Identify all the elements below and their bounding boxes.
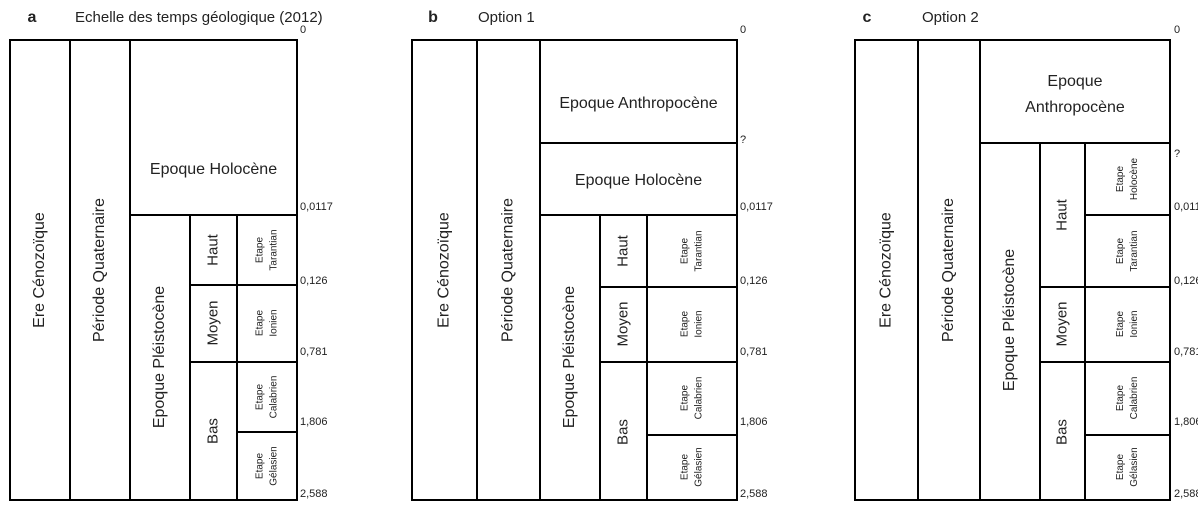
age-label: 1,806 xyxy=(300,416,328,428)
panel-title: Option 2 xyxy=(922,9,979,26)
cell-label: Etape xyxy=(255,383,266,410)
cell-label: Holocène xyxy=(1129,157,1140,200)
age-label: 0,0117 xyxy=(740,201,773,213)
cell-label: Calabrien xyxy=(1129,377,1140,420)
age-label: 0,126 xyxy=(740,275,768,287)
cell-label: Etape xyxy=(255,309,266,336)
cell-label: Anthropocène xyxy=(1025,99,1125,116)
frame xyxy=(854,39,1171,501)
panel-title: Option 1 xyxy=(478,9,535,26)
age-label: 1,806 xyxy=(1174,416,1198,428)
cell-label: Bas xyxy=(614,419,631,445)
cell-label: Tarantian xyxy=(694,230,705,271)
age-label: 1,806 xyxy=(740,416,768,428)
cell-label: Haut xyxy=(204,233,221,266)
cell-label: Etape xyxy=(680,453,691,480)
age-label: 0 xyxy=(300,24,306,36)
cell-label: Etape xyxy=(1115,310,1126,337)
cell-label: Etape xyxy=(255,452,266,479)
cell-label: Moyen xyxy=(204,300,221,345)
cell-label: Etape xyxy=(1115,453,1126,480)
age-label: 0,781 xyxy=(1174,346,1198,358)
cell-label: Epoque Pléistocène xyxy=(1001,249,1018,391)
age-label: 0 xyxy=(740,24,746,36)
cell-label: Période Quaternaire xyxy=(500,198,517,342)
cell-label: Epoque Holocène xyxy=(150,161,277,178)
panel-letter: a xyxy=(28,9,37,26)
cell-label: Moyen xyxy=(614,301,631,346)
cell-label: Etape xyxy=(680,384,691,411)
cell-label: Epoque Anthropocène xyxy=(559,95,717,112)
age-label: ? xyxy=(740,134,746,146)
cell-label: Epoque Pléistocène xyxy=(561,286,578,428)
frame xyxy=(411,39,738,501)
cell-label: Gélasien xyxy=(694,447,705,486)
age-label: 0,126 xyxy=(300,275,328,287)
cell-label: Epoque Holocène xyxy=(575,172,702,189)
age-label: ? xyxy=(1174,148,1180,160)
cell-label: Haut xyxy=(614,234,631,267)
age-label: 0,781 xyxy=(740,346,768,358)
age-label: 2,588 xyxy=(740,488,768,500)
cell-label: Etape xyxy=(680,310,691,337)
age-label: 0,0117 xyxy=(300,201,333,213)
cell-label: Ere Cénozoïque xyxy=(31,212,48,328)
cell-label: Période Quaternaire xyxy=(940,198,957,342)
cell-label: Tarantian xyxy=(269,229,280,270)
age-label: 0 xyxy=(1174,24,1180,36)
cell-label: Etape xyxy=(1115,384,1126,411)
panel-title: Echelle des temps géologique (2012) xyxy=(75,9,323,26)
cell-label: Calabrien xyxy=(269,376,280,419)
age-label: 0,126 xyxy=(1174,275,1198,287)
cell-label: Haut xyxy=(1053,198,1070,231)
age-label: 2,588 xyxy=(1174,488,1198,500)
cell-label: Gélasien xyxy=(269,446,280,485)
panel-letter: b xyxy=(428,9,438,26)
cell-label: Moyen xyxy=(1053,301,1070,346)
cell-label: Ere Cénozoïque xyxy=(878,212,895,328)
cell-label: Epoque xyxy=(1047,73,1102,90)
age-label: 0,0117 xyxy=(1174,201,1198,213)
age-label: 0,781 xyxy=(300,346,328,358)
cell-label: Période Quaternaire xyxy=(91,198,108,342)
cell-label: Tarantian xyxy=(1129,230,1140,271)
cell-label: Bas xyxy=(1053,419,1070,445)
cell-label: Etape xyxy=(1115,165,1126,192)
cell-label: Ionien xyxy=(694,310,705,337)
age-label: 2,588 xyxy=(300,488,328,500)
panel-letter: c xyxy=(863,9,872,26)
cell-label: Ionien xyxy=(1129,310,1140,337)
cell-label: Gélasien xyxy=(1129,447,1140,486)
cell-label: Etape xyxy=(1115,237,1126,264)
cell-label: Bas xyxy=(204,418,221,444)
cell-label: Etape xyxy=(680,237,691,264)
frame xyxy=(9,39,298,501)
cell-label: Ere Cénozoïque xyxy=(436,212,453,328)
cell-label: Ionien xyxy=(269,309,280,336)
cell-label: Calabrien xyxy=(694,377,705,420)
cell-label: Etape xyxy=(255,236,266,263)
cell-label: Epoque Pléistocène xyxy=(151,286,168,428)
